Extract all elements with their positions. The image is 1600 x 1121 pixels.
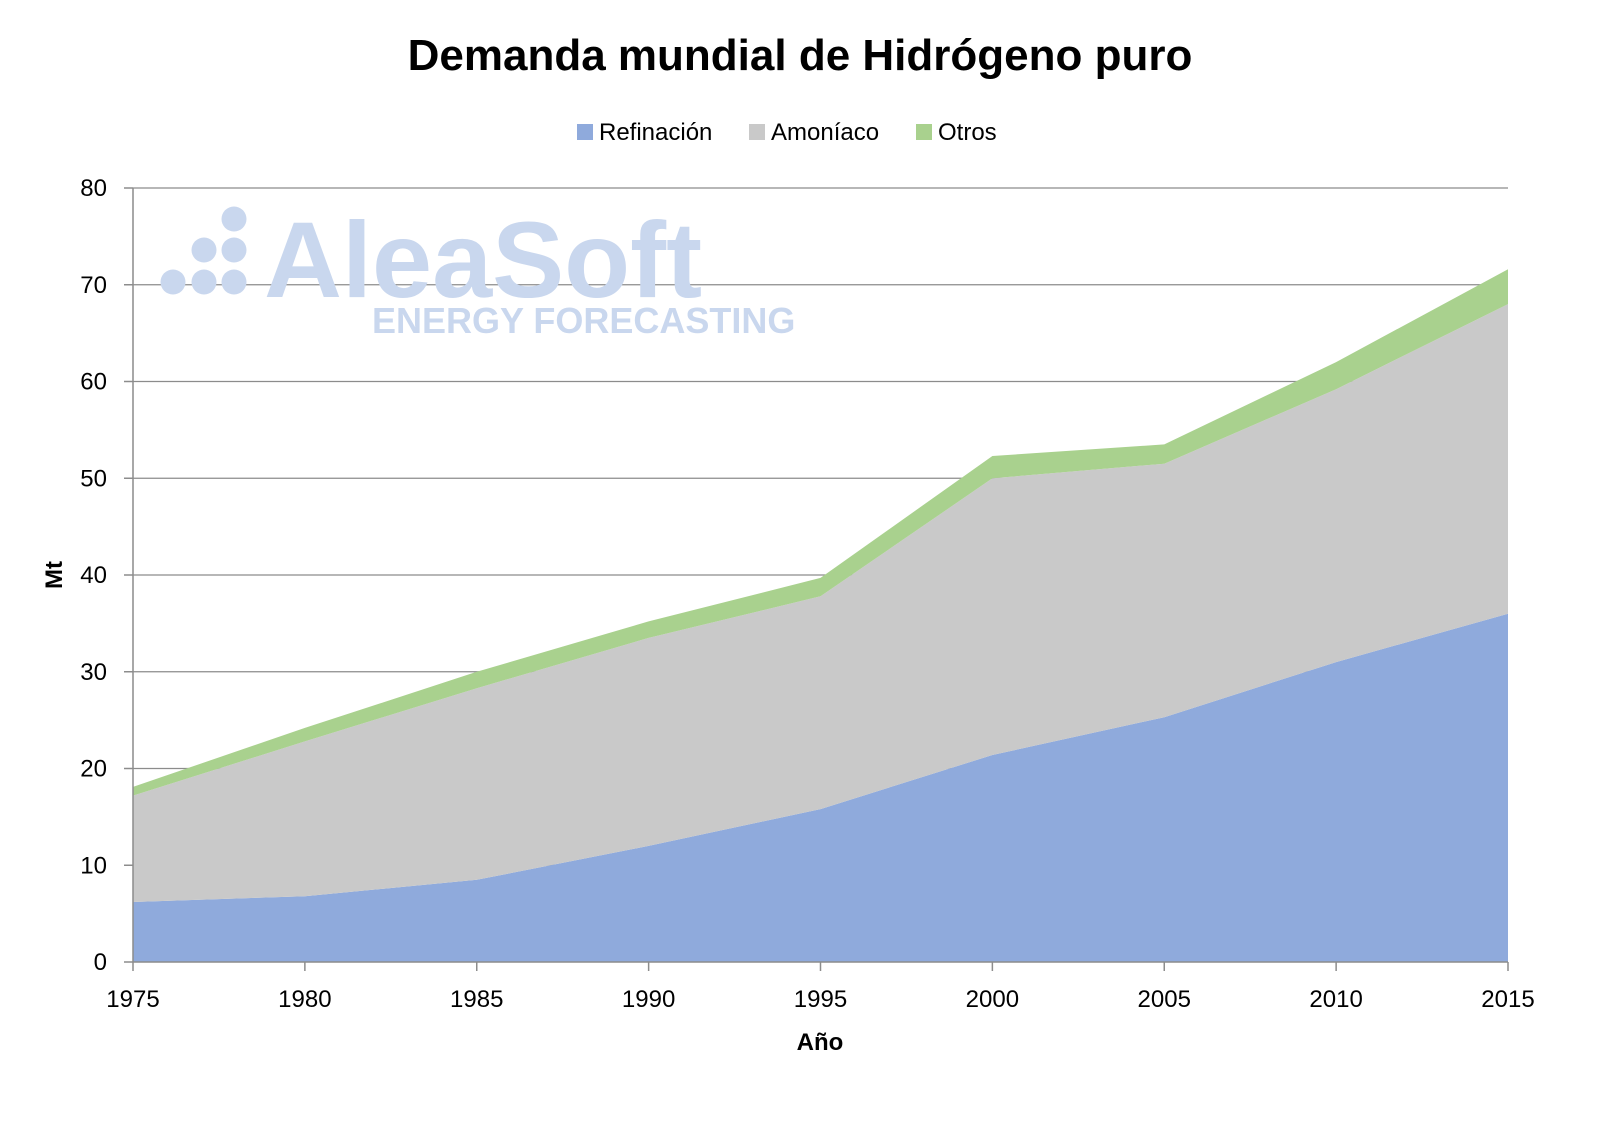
legend-label: Otros: [938, 119, 997, 146]
x-tick-label: 2015: [1481, 986, 1534, 1013]
y-tick-label: 10: [80, 852, 107, 879]
x-tick-label: 1995: [794, 986, 847, 1013]
y-tick-label: 40: [80, 562, 107, 589]
x-tick-label: 1985: [450, 986, 503, 1013]
area-series-2: [133, 269, 1508, 796]
y-tick-label: 0: [94, 949, 107, 976]
watermark-dot: [221, 269, 247, 295]
watermark-dot: [221, 206, 247, 232]
x-tick-label: 2010: [1309, 986, 1362, 1013]
watermark-dot: [160, 269, 186, 295]
y-tick-label: 20: [80, 756, 107, 783]
legend-swatch: [916, 124, 932, 140]
y-tick-label: 30: [80, 659, 107, 686]
x-tick-label: 2000: [966, 986, 1019, 1013]
watermark-dot: [191, 237, 217, 263]
chart-title: Demanda mundial de Hidrógeno puro: [408, 31, 1193, 80]
x-tick-label: 1990: [622, 986, 675, 1013]
y-axis-label: Mt: [41, 561, 68, 589]
watermark-logo: AleaSoft ENERGY FORECASTING: [160, 199, 795, 341]
watermark-brand: AleaSoft: [264, 199, 702, 320]
y-tick-label: 80: [80, 175, 107, 202]
watermark-tagline: ENERGY FORECASTING: [372, 300, 795, 341]
y-tick-label: 70: [80, 272, 107, 299]
legend-swatch: [749, 124, 765, 140]
legend: Refinación Amoníaco Otros: [577, 119, 997, 146]
watermark-dots-icon: [160, 206, 247, 295]
legend-label: Amoníaco: [771, 119, 879, 146]
x-axis-label: Año: [797, 1029, 844, 1056]
x-tick-label: 1975: [106, 986, 159, 1013]
watermark-dot: [221, 237, 247, 263]
area-series-0: [133, 613, 1508, 962]
area-series-1: [133, 304, 1508, 903]
y-tick-label: 50: [80, 465, 107, 492]
plot-areas: [133, 269, 1508, 962]
y-axis-ticks: 0 10 20 30 40 50 60 70 80: [80, 175, 133, 976]
x-tick-label: 2005: [1138, 986, 1191, 1013]
x-axis-ticks: 1975 1980 1985 1990 1995 2000 2005 2010 2015: [106, 962, 1535, 1013]
y-tick-label: 60: [80, 369, 107, 396]
watermark-dot: [191, 269, 217, 295]
legend-swatch: [577, 124, 593, 140]
x-tick-label: 1980: [278, 986, 331, 1013]
legend-label: Refinación: [599, 119, 712, 146]
